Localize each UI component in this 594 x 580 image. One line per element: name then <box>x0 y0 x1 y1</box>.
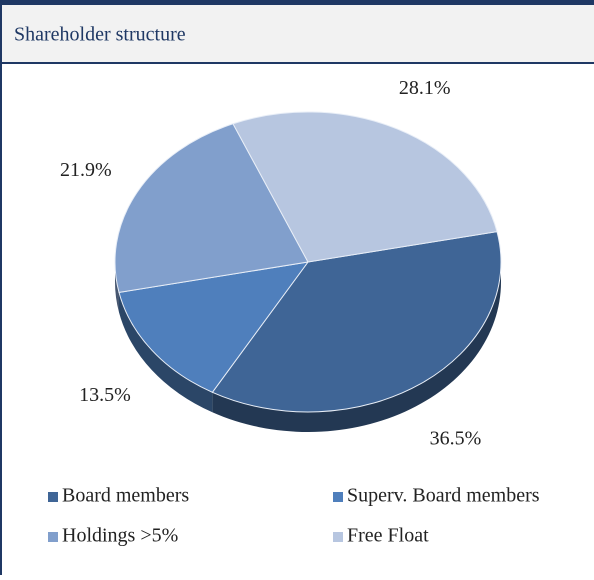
data-label: 13.5% <box>79 384 131 406</box>
pie-slice <box>232 111 498 263</box>
legend-label: Board members <box>62 485 189 507</box>
pie-side <box>119 292 213 413</box>
legend-swatch <box>48 492 58 502</box>
pie-slice <box>211 231 502 413</box>
pie-side <box>115 262 120 313</box>
header-border <box>0 62 594 64</box>
data-label: 28.1% <box>399 77 451 99</box>
pie-slice <box>118 261 310 393</box>
data-label: 36.5% <box>430 427 482 449</box>
legend-label: Free Float <box>347 525 429 547</box>
data-label: 21.9% <box>60 159 112 181</box>
header <box>0 5 594 62</box>
pie-side <box>212 262 502 433</box>
pie-slice <box>114 123 309 293</box>
top-border <box>0 0 594 5</box>
chart-title: Shareholder structure <box>14 24 186 46</box>
legend-swatch <box>333 532 343 542</box>
legend-swatch <box>48 532 58 542</box>
legend-swatch <box>333 492 343 502</box>
legend-label: Superv. Board members <box>347 485 540 507</box>
legend-label: Holdings >5% <box>62 525 178 547</box>
left-border <box>0 0 2 575</box>
